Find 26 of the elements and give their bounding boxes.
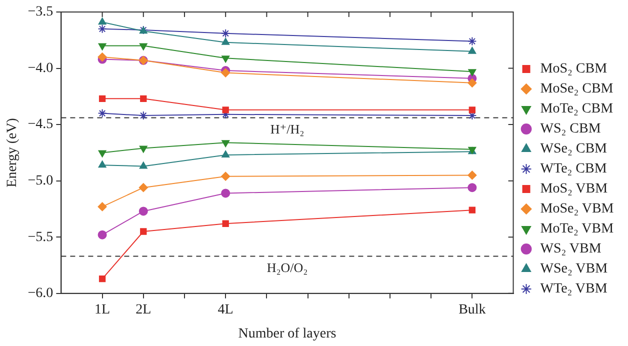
legend-label: MoTe₂ CBM xyxy=(540,102,614,117)
y-tick-label: −4.5 xyxy=(28,117,54,132)
x-tick-label: 4L xyxy=(218,302,234,318)
legend-label: MoSe₂ CBM xyxy=(540,82,614,97)
legend-label: WSe₂ CBM xyxy=(540,142,608,157)
legend-label: WS₂ CBM xyxy=(540,122,602,137)
y-tick-label: −5.0 xyxy=(28,174,54,189)
y-axis-title: Energy (eV) xyxy=(5,118,20,188)
x-tick-label: 1L xyxy=(94,302,110,318)
x-tick-label: 2L xyxy=(136,302,152,318)
legend-label: WS₂ VBM xyxy=(540,242,602,257)
y-tick-label: −4.0 xyxy=(28,60,54,76)
ref-line-label: H⁺/H₂ xyxy=(270,122,304,137)
y-tick-label: −6.0 xyxy=(28,286,54,302)
legend-label: MoSe₂ VBM xyxy=(540,202,614,217)
legend-label: MoS₂ CBM xyxy=(540,62,608,77)
legend-label: MoS₂ VBM xyxy=(540,182,608,197)
legend-label: WTe₂ VBM xyxy=(540,282,608,297)
x-axis-title: Number of layers xyxy=(238,326,336,342)
y-tick-label: −3.5 xyxy=(28,4,54,20)
legend-label: WSe₂ VBM xyxy=(540,262,608,277)
legend-label: MoTe₂ VBM xyxy=(540,222,614,237)
x-tick-label: Bulk xyxy=(458,302,486,318)
y-tick-label: −5.5 xyxy=(28,230,54,245)
legend-label: WTe₂ CBM xyxy=(540,162,608,177)
ref-line-label: H₂O/O₂ xyxy=(266,260,308,276)
